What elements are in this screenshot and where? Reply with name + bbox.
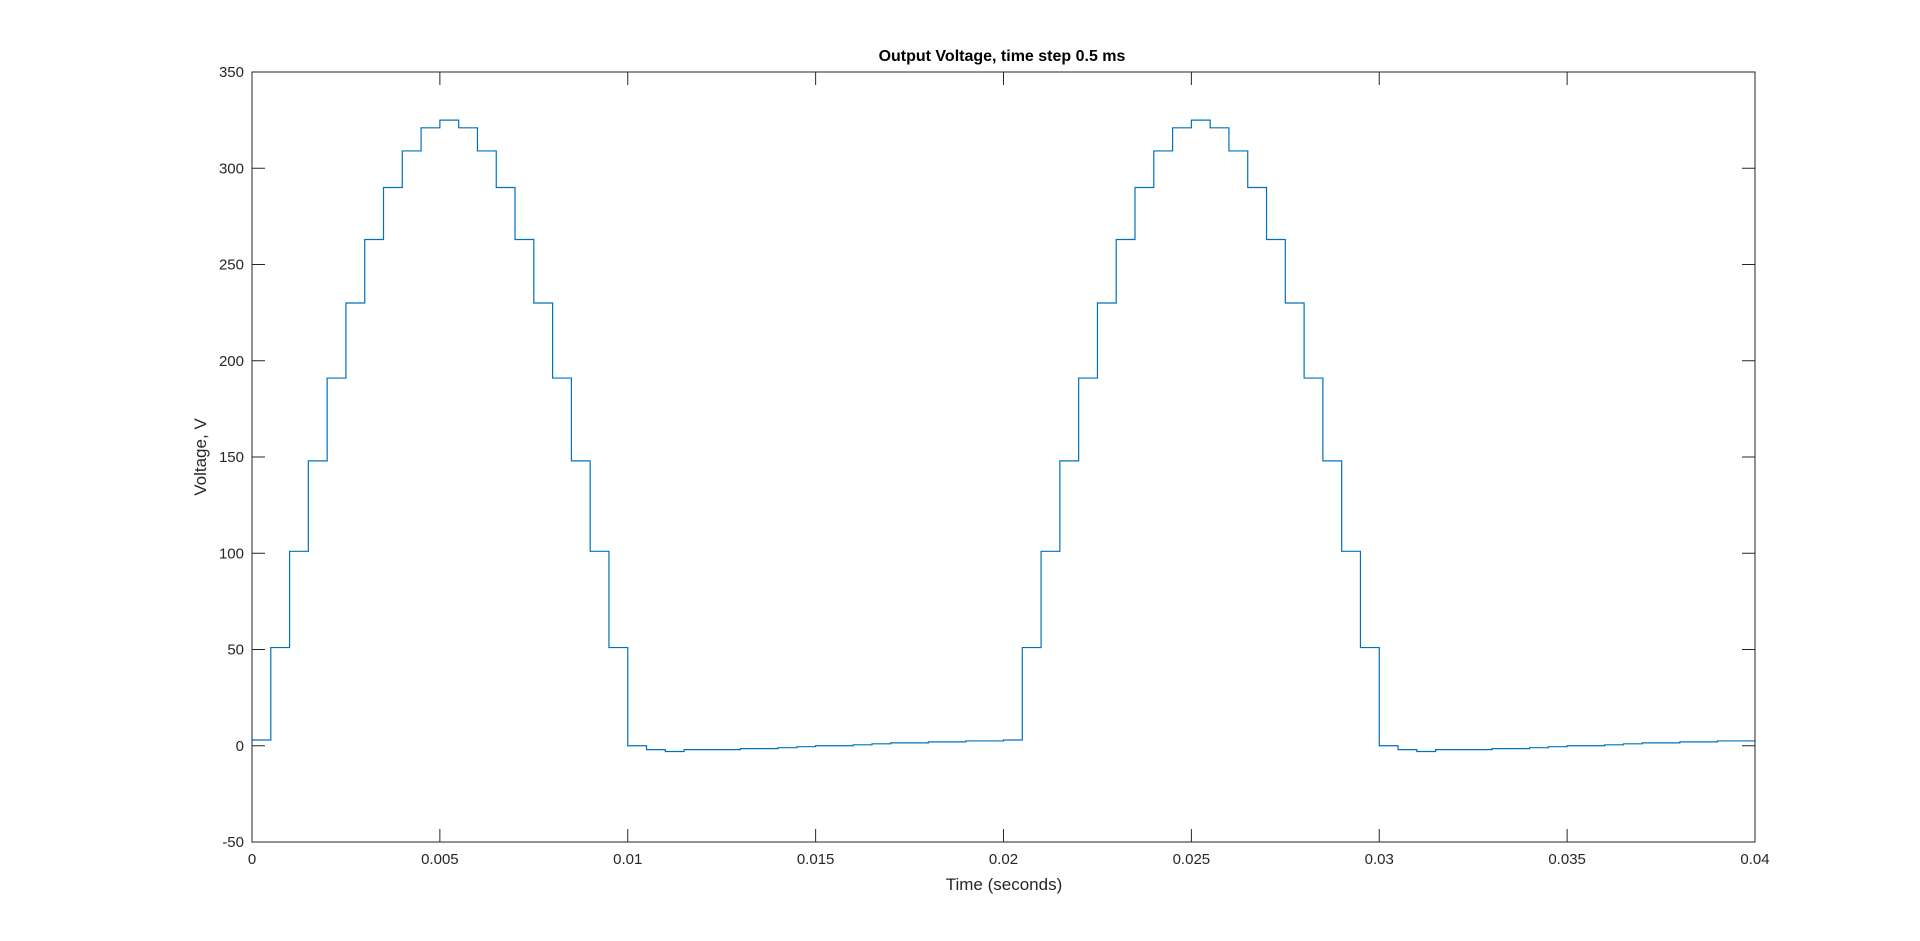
ticks-layer: 0 0.005 0.01 0.015 0.02 0.025 0.03 0.035 0.04 -50… (219, 64, 1770, 868)
y-tick-label: 350 (219, 64, 244, 81)
x-tick-label: 0.015 (797, 851, 835, 868)
x-tick-label: 0.035 (1548, 851, 1586, 868)
plot-area (252, 72, 1755, 842)
x-axis-label: Time (seconds) (946, 875, 1063, 894)
x-tick-label: 0.02 (989, 851, 1018, 868)
y-tick-label: 300 (219, 160, 244, 177)
y-tick-label: 150 (219, 449, 244, 466)
y-tick-label: -50 (222, 834, 244, 851)
x-tick-label: 0.03 (1365, 851, 1394, 868)
y-tick-label: 100 (219, 545, 244, 562)
series-layer (252, 119, 1756, 753)
x-tick-label: 0.025 (1173, 851, 1211, 868)
x-tick-label: 0.01 (613, 851, 642, 868)
x-tick-label: 0.04 (1740, 851, 1769, 868)
y-tick-label: 200 (219, 353, 244, 370)
y-tick-label: 50 (227, 642, 244, 659)
chart-title: Output Voltage, time step 0.5 ms (879, 48, 1126, 65)
y-axis-label: Voltage, V (191, 418, 210, 496)
y-tick-label: 0 (236, 738, 244, 755)
y-tick-label: 250 (219, 257, 244, 274)
x-tick-label: 0.005 (421, 851, 459, 868)
x-tick-label: 0 (248, 851, 256, 868)
series-line (252, 119, 1756, 753)
